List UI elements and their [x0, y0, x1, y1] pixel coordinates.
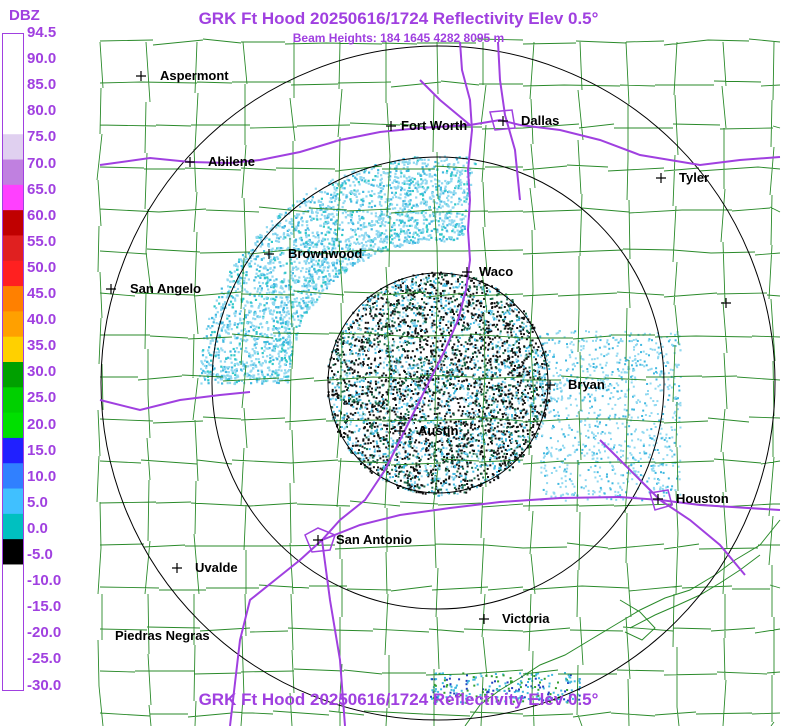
city-marker-icon — [386, 121, 396, 131]
city-marker-icon — [721, 298, 731, 308]
city-label: Uvalde — [195, 560, 238, 575]
legend-swatch — [2, 260, 24, 287]
legend-label: 85.0 — [27, 76, 57, 94]
legend-swatch — [2, 83, 24, 110]
city-label: Bryan — [568, 377, 605, 392]
legend-label: 25.0 — [27, 389, 57, 407]
city-marker-icon — [545, 380, 555, 390]
legend-swatch — [2, 235, 24, 262]
page-title: GRK Ft Hood 20250616/1724 Reflectivity E… — [198, 9, 599, 28]
legend-swatch — [2, 311, 24, 338]
city-marker-icon — [462, 267, 472, 277]
legend-label: 45.0 — [27, 285, 57, 302]
legend-swatch — [2, 564, 24, 591]
city-label: Brownwood — [288, 246, 362, 261]
city-label: Aspermont — [160, 68, 229, 83]
city-label: San Antonio — [336, 532, 412, 547]
legend-label: 35.0 — [27, 337, 57, 355]
legend-swatch — [2, 589, 24, 616]
county-boundaries — [96, 38, 781, 726]
legend-swatch — [2, 134, 24, 161]
color-legend — [2, 33, 24, 691]
legend-swatch — [2, 665, 24, 691]
legend-label: 75.0 — [27, 128, 57, 146]
city-label: Fort Worth — [401, 118, 467, 133]
legend-swatch — [2, 210, 24, 236]
legend-label: 40.0 — [27, 311, 57, 329]
city-marker-icon — [185, 157, 195, 167]
legend-label: 80.0 — [27, 102, 57, 120]
beam-heights: Beam Heights: 184 1645 4282 8095 m — [292, 31, 505, 45]
city-label: Dallas — [521, 113, 559, 128]
city-label: Piedras Negras — [115, 628, 210, 643]
legend-label: -10.0 — [27, 572, 62, 590]
city-label: Houston — [676, 491, 729, 506]
footer-title: GRK Ft Hood 20250616/1724 Reflectivity E… — [198, 690, 599, 709]
legend-label: -25.0 — [27, 650, 62, 668]
legend-swatch — [2, 159, 24, 186]
legend-label: 90.0 — [27, 50, 57, 68]
city-label: Waco — [479, 264, 513, 279]
city-marker-icon — [656, 173, 666, 183]
legend-swatch — [2, 539, 24, 565]
city-label: Tyler — [679, 170, 709, 185]
legend-label: 15.0 — [27, 441, 57, 459]
city-label: Austin — [418, 423, 459, 438]
city-outlines — [304, 109, 673, 553]
legend-label: -20.0 — [27, 624, 62, 642]
city-label: San Angelo — [130, 281, 201, 296]
legend-swatch — [2, 463, 24, 490]
legend-label: 30.0 — [27, 363, 57, 381]
city-marker-icon — [313, 535, 323, 545]
city-marker-icon — [136, 71, 146, 81]
city-marker-icon — [106, 284, 116, 294]
legend-label: 20.0 — [27, 415, 57, 433]
legend-swatch — [2, 108, 24, 135]
legend-label: 5.0 — [27, 493, 48, 511]
city-markers: Aspermont Fort Worth Dallas Abilene Tyler Bro… — [106, 68, 731, 643]
legend-swatch — [2, 58, 24, 85]
city-label: Abilene — [208, 154, 255, 169]
legend-label: 55.0 — [27, 232, 57, 250]
legend-label: 50.0 — [27, 258, 57, 276]
range-rings — [100, 45, 776, 721]
legend-label: 0.0 — [27, 519, 48, 537]
city-marker-icon — [264, 249, 274, 259]
legend-swatch — [2, 513, 24, 540]
legend-swatch — [2, 184, 24, 211]
legend-unit: DBZ — [9, 7, 40, 24]
legend-swatch — [2, 387, 24, 414]
city-label: Victoria — [502, 611, 550, 626]
interstate-highways — [99, 41, 781, 726]
legend-label: 94.5 — [27, 24, 57, 41]
legend-swatch — [2, 286, 24, 312]
legend-label: -30.0 — [27, 676, 62, 694]
city-marker-icon — [395, 426, 405, 436]
city-marker-icon — [653, 494, 663, 504]
legend-label: 70.0 — [27, 154, 57, 172]
legend-label: -5.0 — [27, 546, 53, 563]
legend-swatch — [2, 437, 24, 464]
legend-label: 60.0 — [27, 206, 57, 224]
legend-label: -15.0 — [27, 598, 62, 616]
legend-swatch — [2, 336, 24, 363]
city-marker-icon — [172, 563, 182, 573]
legend-label: 10.0 — [27, 467, 57, 485]
legend-swatch — [2, 33, 24, 59]
legend-label: 65.0 — [27, 180, 57, 198]
legend-swatch — [2, 488, 24, 515]
city-marker-icon — [498, 116, 508, 126]
legend-swatch — [2, 615, 24, 641]
legend-swatch — [2, 640, 24, 667]
legend-swatch — [2, 362, 24, 388]
legend-swatch — [2, 412, 24, 439]
city-marker-icon — [479, 614, 489, 624]
